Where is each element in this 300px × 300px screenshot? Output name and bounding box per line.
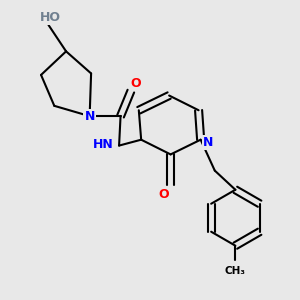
Text: O: O [158, 188, 169, 201]
Text: CH₃: CH₃ [225, 266, 246, 276]
Text: HO: HO [39, 11, 60, 24]
Text: N: N [203, 136, 213, 149]
Text: O: O [130, 77, 141, 90]
Text: N: N [85, 110, 95, 123]
Text: HN: HN [92, 138, 113, 151]
